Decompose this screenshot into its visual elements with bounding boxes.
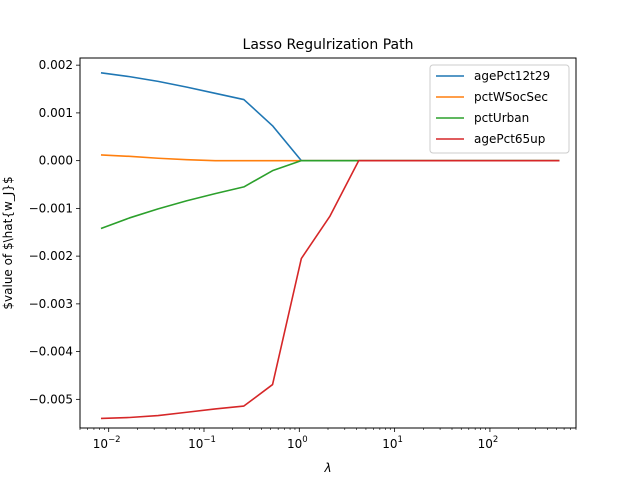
legend: agePct12t29 pctWSocSec pctUrban agePct65up	[429, 64, 570, 154]
x-tick-label: 10−1	[188, 435, 216, 451]
x-axis-label: λ	[323, 461, 331, 475]
series-line-pctWSocSec	[100, 154, 560, 162]
y-tick-label: −0.003	[29, 297, 73, 311]
x-tick-label: 101	[382, 435, 403, 451]
y-tick-label: −0.001	[29, 201, 73, 215]
series-line-pctUrban	[100, 159, 560, 230]
y-tick-label: 0.002	[39, 58, 73, 72]
series-line-agePct65up	[100, 159, 560, 420]
x-axis-ticks: 10−2 10−1 100 101 102	[79, 428, 577, 451]
x-tick-label: 102	[478, 435, 499, 451]
legend-label: agePct12t29	[474, 69, 550, 83]
legend-label: pctUrban	[474, 111, 529, 125]
legend-box	[429, 64, 570, 154]
series-layer	[100, 72, 560, 420]
y-tick-label: 0.000	[39, 154, 73, 168]
y-axis-ticks: 0.002 0.001 0.000 −0.001 −0.002 −0.003 −0.004 −…	[29, 58, 80, 406]
y-axis-label: $value of $\hat{w_J}$	[1, 176, 15, 309]
x-tick-label: 10−2	[93, 435, 121, 451]
legend-label: agePct65up	[474, 132, 545, 146]
legend-label: pctWSocSec	[474, 90, 548, 104]
x-tick-label: 100	[287, 435, 308, 451]
y-tick-label: −0.002	[29, 249, 73, 263]
chart-title: Lasso Regulrization Path	[243, 37, 414, 53]
y-tick-label: −0.005	[29, 392, 73, 406]
y-tick-label: 0.001	[39, 106, 73, 120]
y-tick-label: −0.004	[29, 345, 73, 359]
